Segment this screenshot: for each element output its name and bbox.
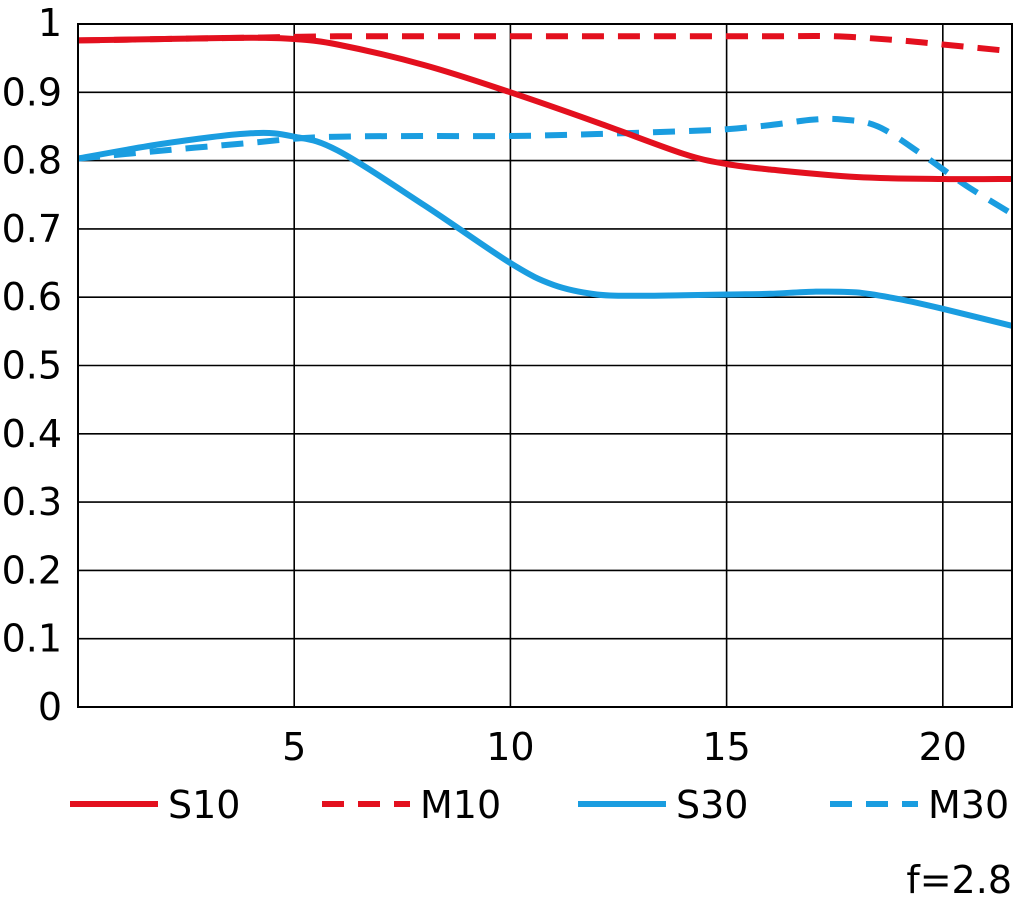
legend-label-s30: S30 <box>676 783 748 827</box>
y-tick-label: 0.8 <box>2 139 62 183</box>
series-line-s10 <box>78 34 1012 183</box>
y-tick-label: 0.2 <box>2 548 62 592</box>
x-tick-label: 10 <box>486 725 534 769</box>
series-line-s30 <box>78 129 1012 329</box>
y-tick-label: 0.4 <box>2 412 62 456</box>
y-tick-label: 0.5 <box>2 344 62 388</box>
aperture-note: f=2.8 <box>906 858 1012 902</box>
y-tick-label: 0.1 <box>2 617 62 661</box>
y-tick-label: 0.7 <box>2 207 62 251</box>
legend-label-m30: M30 <box>928 783 1009 827</box>
x-tick-label: 15 <box>702 725 750 769</box>
series-line-m30 <box>78 115 1012 217</box>
x-tick-label: 20 <box>919 725 967 769</box>
series-lines <box>78 32 1012 329</box>
legend: S10 M10 S30 M30 <box>70 783 1009 827</box>
y-tick-label: 0.9 <box>2 70 62 114</box>
plot-frame <box>77 23 1013 708</box>
y-axis-tick-labels: 0 0.1 0.2 0.3 0.4 0.5 0.6 0.7 0.8 0.9 1 <box>2 1 62 729</box>
legend-label-s10: S10 <box>168 783 240 827</box>
y-tick-label: 0.3 <box>2 480 62 524</box>
legend-label-m10: M10 <box>420 783 501 827</box>
series-line-m10 <box>78 32 1012 55</box>
y-tick-label: 0 <box>38 685 62 729</box>
y-tick-label: 1 <box>38 1 62 45</box>
y-tick-label: 0.6 <box>2 275 62 319</box>
x-axis-tick-labels: 5 10 15 20 <box>282 725 967 769</box>
x-tick-label: 5 <box>282 725 306 769</box>
